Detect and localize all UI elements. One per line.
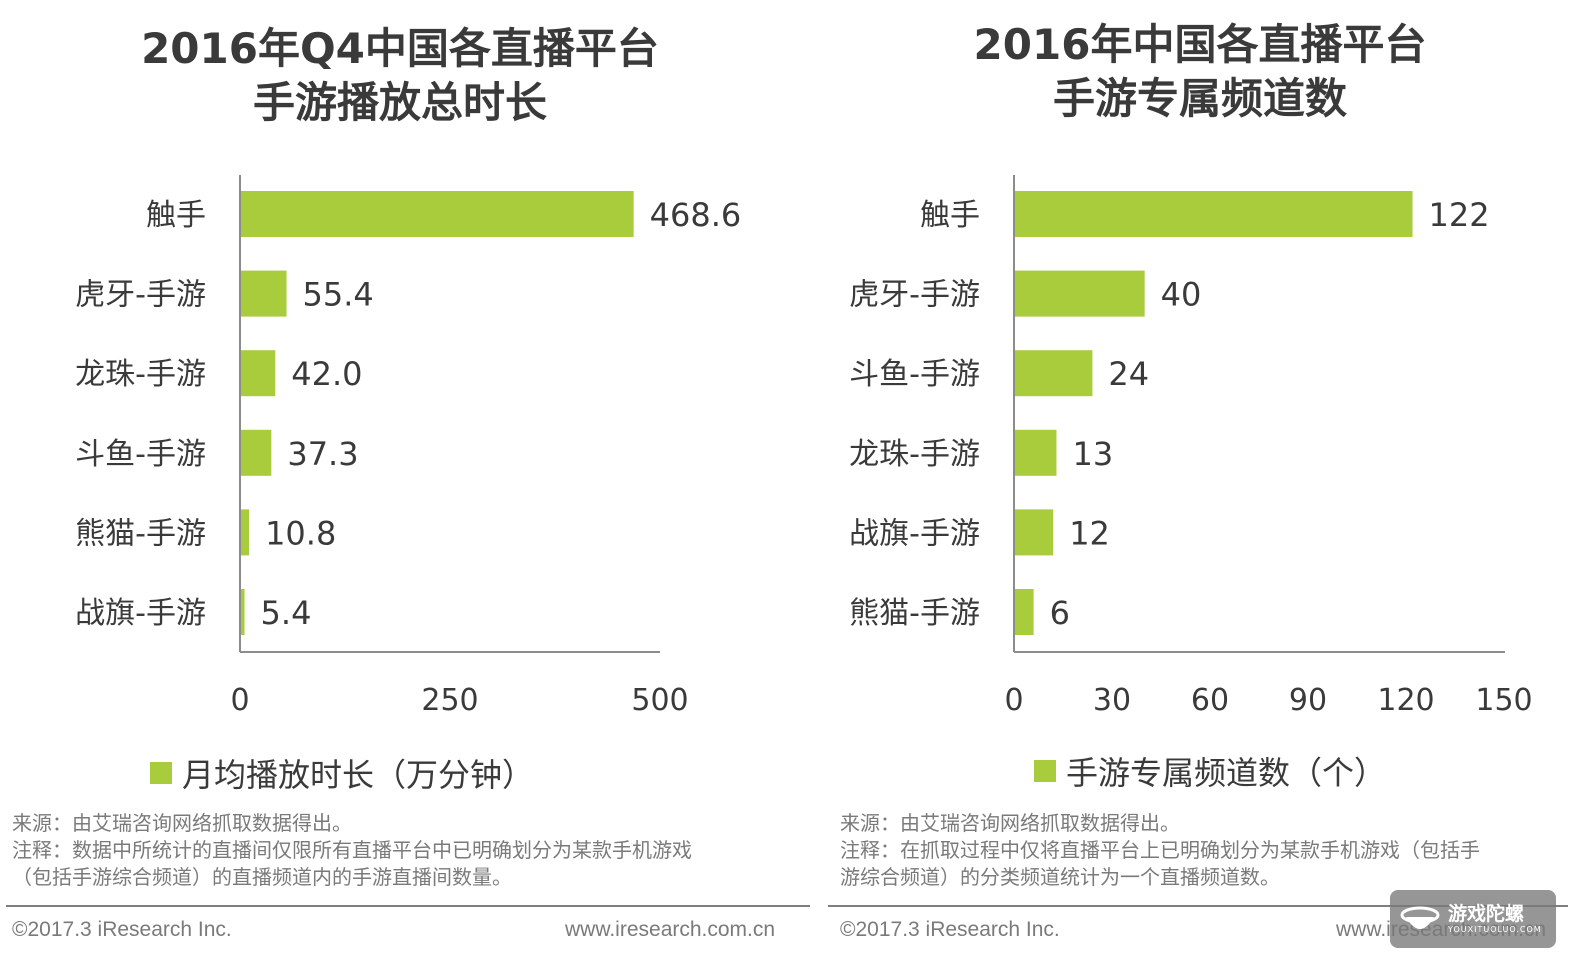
right-bar: [1014, 589, 1034, 635]
left-legend: 月均播放时长（万分钟）: [150, 750, 534, 796]
right-bar: [1014, 350, 1093, 397]
right-category-label: 斗鱼-手游: [849, 357, 980, 392]
right-notes: 来源：由艾瑞咨询网络抓取数据得出。 注释：在抓取过程中仅将直播平台上已明确划分为…: [840, 810, 1480, 891]
left-bar: [240, 270, 287, 317]
left-source: 来源：由艾瑞咨询网络抓取数据得出。: [12, 811, 352, 835]
left-value-label: 10.8: [265, 514, 336, 552]
right-title-line1: 2016年中国各直播平台: [973, 20, 1427, 69]
left-value-label: 55.4: [303, 276, 374, 314]
right-category-label: 虎牙-手游: [849, 278, 980, 313]
right-x-tick-label: 30: [1093, 683, 1131, 718]
right-value-label: 12: [1069, 514, 1110, 552]
right-copyright: ©2017.3 iResearch Inc.: [840, 918, 1060, 941]
left-x-tick-label: 500: [631, 683, 688, 718]
left-bar: [240, 429, 272, 476]
left-bar-chart: 触手 468.6 虎牙-手游 55.4 龙珠-手游 42.0 斗鱼-手游 37.3 熊猫-手游 1…: [75, 175, 742, 718]
left-chart-title: 2016年Q4中国各直播平台 手游播放总时长: [0, 22, 800, 130]
right-x-tick-label: 60: [1191, 683, 1229, 718]
right-x-tick-label: 90: [1289, 683, 1327, 718]
left-website: www.iresearch.com.cn: [565, 918, 776, 941]
left-category-label: 虎牙-手游: [75, 278, 206, 313]
right-bar: [1014, 191, 1413, 237]
right-value-label: 6: [1050, 594, 1070, 632]
left-value-label: 37.3: [287, 435, 358, 473]
left-value-label: 42.0: [291, 355, 362, 393]
left-notes: 来源：由艾瑞咨询网络抓取数据得出。 注释：数据中所统计的直播间仅限所有直播平台中…: [12, 810, 692, 891]
left-copyright: ©2017.3 iResearch Inc.: [12, 918, 232, 941]
left-value-label: 5.4: [261, 594, 312, 632]
right-category-label: 龙珠-手游: [849, 437, 980, 472]
right-footer-divider: [828, 905, 1568, 907]
left-x-tick-label: 250: [421, 683, 478, 718]
right-legend: 手游专属频道数（个）: [1034, 748, 1386, 794]
left-note-line2: （包括手游综合频道）的直播频道内的手游直播间数量。: [12, 865, 512, 889]
left-bar: [240, 350, 276, 397]
left-bar: [240, 589, 245, 635]
right-category-label: 熊猫-手游: [849, 596, 980, 631]
left-bar: [240, 191, 634, 237]
right-bar: [1014, 509, 1054, 556]
left-bar: [240, 509, 250, 556]
right-x-tick-label: 120: [1377, 683, 1434, 718]
left-x-tick-label: 0: [230, 683, 249, 718]
right-source: 来源：由艾瑞咨询网络抓取数据得出。: [840, 811, 1180, 835]
right-title-line2: 手游专属频道数: [1052, 74, 1347, 123]
left-legend-swatch: [150, 762, 172, 784]
left-category-label: 斗鱼-手游: [75, 437, 206, 472]
right-x-tick-label: 0: [1004, 683, 1023, 718]
watermark-main-text: 游戏陀螺: [1448, 903, 1525, 925]
right-value-label: 13: [1072, 435, 1113, 473]
right-x-tick-label: 150: [1475, 683, 1532, 718]
left-note-line1: 注释：数据中所统计的直播间仅限所有直播平台中已明确划分为某款手机游戏: [12, 838, 692, 862]
left-footer-divider: [6, 905, 810, 907]
left-category-label: 战旗-手游: [75, 596, 206, 631]
right-note-line1: 注释：在抓取过程中仅将直播平台上已明确划分为某款手机游戏（包括手: [840, 838, 1480, 862]
left-title-line2: 手游播放总时长: [252, 78, 547, 127]
spinning-top-logo-icon: [1400, 906, 1440, 929]
right-legend-swatch: [1034, 760, 1056, 782]
watermark-sub-text: YOUXITUOLUO.COM: [1448, 925, 1542, 934]
left-chart-panel: 2016年Q4中国各直播平台 手游播放总时长 触手 468.6 虎牙-手游 55.4 龙…: [0, 22, 810, 941]
right-note-line2: 游综合频道）的分类频道统计为一个直播频道数。: [840, 865, 1280, 889]
right-category-label: 战旗-手游: [849, 516, 980, 551]
left-category-label: 触手: [146, 198, 206, 233]
right-bar: [1014, 270, 1145, 317]
left-category-label: 熊猫-手游: [75, 516, 206, 551]
left-category-label: 龙珠-手游: [75, 357, 206, 392]
watermark-badge: 游戏陀螺 YOUXITUOLUO.COM: [1390, 890, 1556, 948]
left-value-label: 468.6: [650, 196, 742, 234]
right-value-label: 122: [1429, 196, 1490, 234]
left-legend-label: 月均播放时长（万分钟）: [182, 756, 535, 794]
right-legend-label: 手游专属频道数（个）: [1066, 754, 1387, 792]
right-bar: [1014, 429, 1057, 476]
right-chart-title: 2016年中国各直播平台 手游专属频道数: [800, 18, 1584, 126]
right-value-label: 24: [1108, 355, 1149, 393]
right-value-label: 40: [1161, 276, 1202, 314]
left-title-line1: 2016年Q4中国各直播平台: [141, 24, 659, 73]
right-chart-panel: 2016年中国各直播平台 手游专属频道数 触手 122 虎牙-手游 40 斗鱼-手游 24…: [800, 0, 1584, 970]
right-category-label: 触手: [920, 198, 980, 233]
